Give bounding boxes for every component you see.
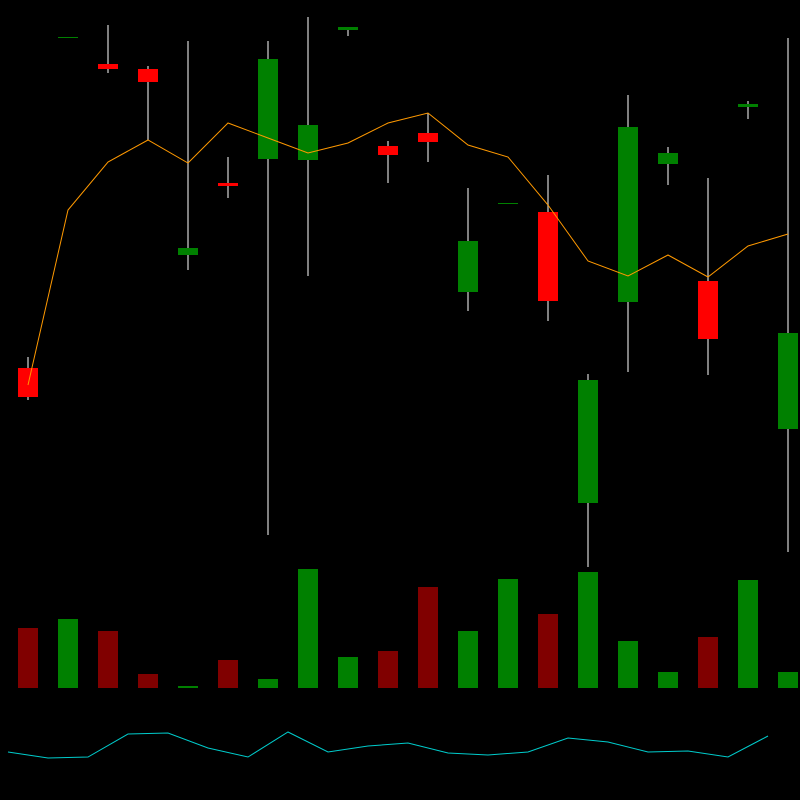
volume-bar (218, 660, 238, 688)
volume-bar (738, 580, 758, 688)
candle-body (378, 146, 398, 155)
volume-bar (298, 569, 318, 688)
volume-bar (578, 572, 598, 688)
volume-bar (138, 674, 158, 688)
candle-body (258, 59, 278, 159)
candle-body (298, 125, 318, 160)
candle-body (58, 37, 78, 38)
candle-body (218, 183, 238, 186)
volume-bar (178, 686, 198, 688)
oscillator-line (7, 731, 769, 759)
candle-body (138, 69, 158, 82)
volume-bar (338, 657, 358, 688)
candle-body (418, 133, 438, 142)
candle-body (618, 127, 638, 302)
volume-bar (698, 637, 718, 688)
volume-bar (618, 641, 638, 688)
candle-body (458, 241, 478, 292)
ma-line (27, 112, 789, 386)
candle-body (18, 368, 38, 397)
candle-body (738, 104, 758, 107)
candle-body (778, 333, 798, 429)
volume-bar (18, 628, 38, 688)
volume-bar (58, 619, 78, 688)
volume-bar (458, 631, 478, 688)
volume-bar (378, 651, 398, 688)
candle-body (498, 203, 518, 204)
candle-body (178, 248, 198, 255)
candle-body (698, 281, 718, 339)
volume-bar (98, 631, 118, 688)
candle-body (538, 212, 558, 301)
volume-bar (658, 672, 678, 688)
candle-body (338, 27, 358, 30)
candle-body (578, 380, 598, 503)
candle-body (98, 64, 118, 69)
volume-bar (418, 587, 438, 688)
candle-body (658, 153, 678, 164)
volume-bar (258, 679, 278, 688)
volume-bar (538, 614, 558, 688)
volume-bar (498, 579, 518, 688)
volume-bar (778, 672, 798, 688)
